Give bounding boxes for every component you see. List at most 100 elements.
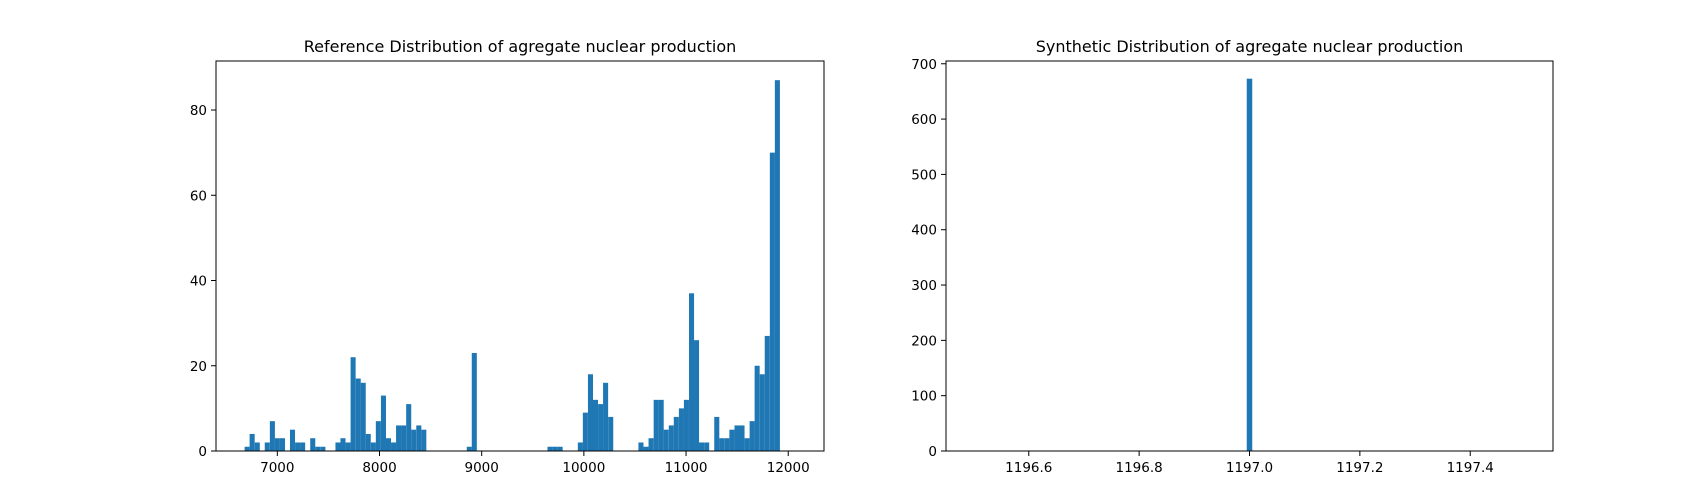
- x-tick-label: 1197.0: [1226, 460, 1273, 476]
- histogram-bar: [658, 399, 664, 451]
- histogram-bar: [719, 438, 725, 451]
- histogram-bar: [300, 442, 306, 451]
- y-tick-label: 400: [911, 223, 937, 239]
- histogram-bar: [598, 404, 604, 451]
- histogram-bar: [739, 425, 745, 451]
- histogram-bar: [466, 446, 472, 451]
- chart-title: Synthetic Distribution of agregate nucle…: [1036, 37, 1464, 56]
- histogram-bar: [694, 340, 700, 451]
- y-tick-label: 200: [911, 333, 937, 349]
- histogram-bar: [653, 399, 659, 451]
- histogram-bar: [264, 442, 270, 451]
- histogram-bar: [295, 442, 301, 451]
- histogram-bar: [360, 382, 366, 451]
- histogram-bar: [577, 442, 583, 451]
- x-tick-label: 12000: [767, 460, 810, 476]
- histogram-bar: [582, 412, 588, 451]
- histogram-bar: [643, 446, 649, 451]
- x-tick-label: 1197.2: [1336, 460, 1383, 476]
- histogram-bar: [1246, 78, 1253, 451]
- histogram-bar: [471, 352, 477, 451]
- x-tick-label: 8000: [362, 460, 396, 476]
- histogram-bar: [673, 416, 679, 451]
- histogram-bar: [269, 421, 275, 451]
- histogram-bar: [340, 438, 346, 451]
- histogram-bar: [385, 438, 391, 451]
- histogram-bar: [396, 425, 402, 451]
- histogram-bar: [411, 429, 417, 451]
- histogram-bar: [668, 425, 674, 451]
- histogram-bar: [774, 80, 780, 452]
- histogram-bar: [249, 433, 255, 451]
- histogram-bar: [764, 335, 770, 451]
- y-tick-label: 300: [911, 278, 937, 294]
- histogram-bar: [734, 425, 740, 451]
- histogram-bar: [648, 438, 654, 451]
- histogram-bar: [689, 293, 695, 451]
- histogram-bar: [370, 442, 376, 451]
- x-tick-label: 10000: [562, 460, 605, 476]
- histogram-bar: [289, 429, 296, 451]
- histogram-bar: [310, 438, 316, 451]
- y-tick-label: 700: [911, 57, 937, 73]
- y-tick-label: 60: [190, 188, 207, 204]
- axes-frame: [215, 60, 825, 452]
- histogram-bar: [744, 438, 750, 451]
- synthetic-histogram: Synthetic Distribution of agregate nucle…: [911, 37, 1554, 476]
- y-tick-label: 20: [190, 359, 207, 375]
- histogram-bar: [416, 425, 422, 451]
- histogram-bar: [401, 425, 407, 451]
- histogram-bar: [345, 442, 351, 451]
- histogram-bar: [714, 416, 720, 451]
- histogram-bar: [557, 446, 563, 451]
- y-tick-label: 80: [190, 103, 207, 119]
- histogram-bar: [380, 395, 386, 451]
- x-tick-label: 1196.6: [1005, 460, 1052, 476]
- reference-histogram: Reference Distribution of agregate nucle…: [190, 37, 825, 476]
- histogram-bar: [552, 446, 558, 451]
- y-tick-label: 0: [198, 444, 207, 460]
- histogram-bar: [749, 421, 755, 451]
- histogram-bar: [754, 365, 760, 451]
- histogram-bar: [254, 442, 260, 451]
- histogram-bar: [704, 442, 710, 451]
- histogram-bar: [608, 416, 614, 451]
- histogram-bar: [547, 446, 553, 451]
- y-tick-label: 0: [928, 444, 937, 460]
- y-tick-label: 600: [911, 112, 937, 128]
- histogram-bar: [406, 404, 412, 451]
- histogram-bar: [350, 357, 356, 451]
- histogram-bar: [320, 446, 326, 451]
- x-tick-label: 1196.8: [1116, 460, 1163, 476]
- x-tick-label: 11000: [665, 460, 708, 476]
- histogram-bar: [587, 374, 593, 451]
- histogram-bar: [603, 382, 609, 451]
- x-tick-label: 9000: [465, 460, 499, 476]
- x-tick-label: 7000: [260, 460, 294, 476]
- histogram-bar: [391, 442, 397, 451]
- histogram-bar: [421, 429, 427, 451]
- histogram-bar: [759, 374, 765, 451]
- histogram-bar: [335, 442, 341, 451]
- y-tick-label: 100: [911, 389, 937, 405]
- histogram-bar: [638, 442, 644, 451]
- histogram-bar: [592, 399, 599, 451]
- histogram-bar: [279, 438, 286, 451]
- histogram-bar: [699, 442, 705, 451]
- y-tick-label: 40: [190, 274, 207, 290]
- histogram-bar: [663, 429, 669, 451]
- x-tick-label: 1197.4: [1447, 460, 1494, 476]
- histogram-bar: [375, 421, 381, 451]
- histogram-bar: [678, 408, 684, 451]
- histogram-bar: [729, 429, 735, 451]
- y-tick-label: 500: [911, 167, 937, 183]
- histogram-bar: [315, 446, 321, 451]
- histogram-bar: [365, 433, 371, 451]
- histogram-bar: [355, 378, 361, 451]
- histogram-bar: [769, 152, 775, 451]
- histogram-bar: [244, 446, 250, 451]
- chart-title: Reference Distribution of agregate nucle…: [304, 37, 737, 56]
- histogram-bar: [683, 399, 689, 451]
- histogram-bar: [724, 438, 730, 451]
